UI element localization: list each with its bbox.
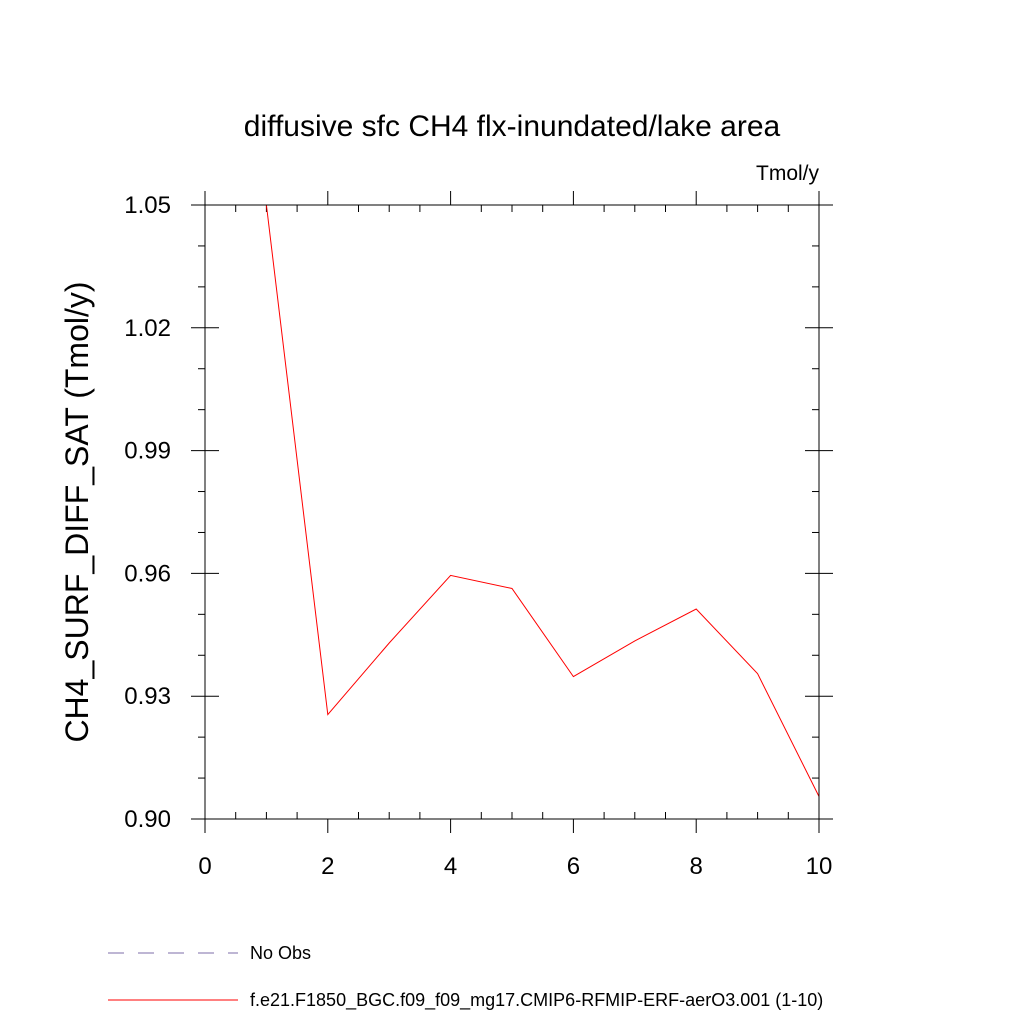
x-tick-label: 6: [567, 853, 580, 880]
y-tick-label: 1.05: [124, 192, 171, 219]
chart-title: diffusive sfc CH4 flx-inundated/lake are…: [244, 110, 781, 143]
y-tick-label: 1.02: [124, 315, 171, 342]
x-tick-label: 4: [444, 853, 457, 880]
x-tick-label: 10: [806, 853, 833, 880]
y-tick-labels: 0.90 0.93 0.96 0.99 1.02 1.05: [124, 192, 171, 833]
x-tick-label: 2: [321, 853, 334, 880]
plot-frame: [204, 204, 820, 820]
y-tick-label: 0.96: [124, 560, 171, 587]
y-axis-label: CH4_SURF_DIFF_SAT (Tmol/y): [59, 281, 95, 742]
legend: No Obs f.e21.F1850_BGC.f09_f09_mg17.CMIP…: [108, 943, 823, 1011]
y-tick-label: 0.90: [124, 806, 171, 833]
legend-label-model: f.e21.F1850_BGC.f09_f09_mg17.CMIP6-RFMIP…: [250, 990, 823, 1011]
y-tick-label: 0.99: [124, 438, 171, 465]
y-tick-label: 0.93: [124, 683, 171, 710]
series-layer: [265, 204, 820, 797]
axis-ticks: [191, 191, 833, 833]
units-label: Tmol/y: [756, 162, 820, 185]
series-line-0: [265, 204, 820, 797]
x-tick-label: 0: [198, 853, 211, 880]
legend-label-no-obs: No Obs: [250, 943, 311, 963]
x-tick-labels: 0 2 4 6 8 10: [198, 853, 832, 880]
x-tick-label: 8: [690, 853, 703, 880]
